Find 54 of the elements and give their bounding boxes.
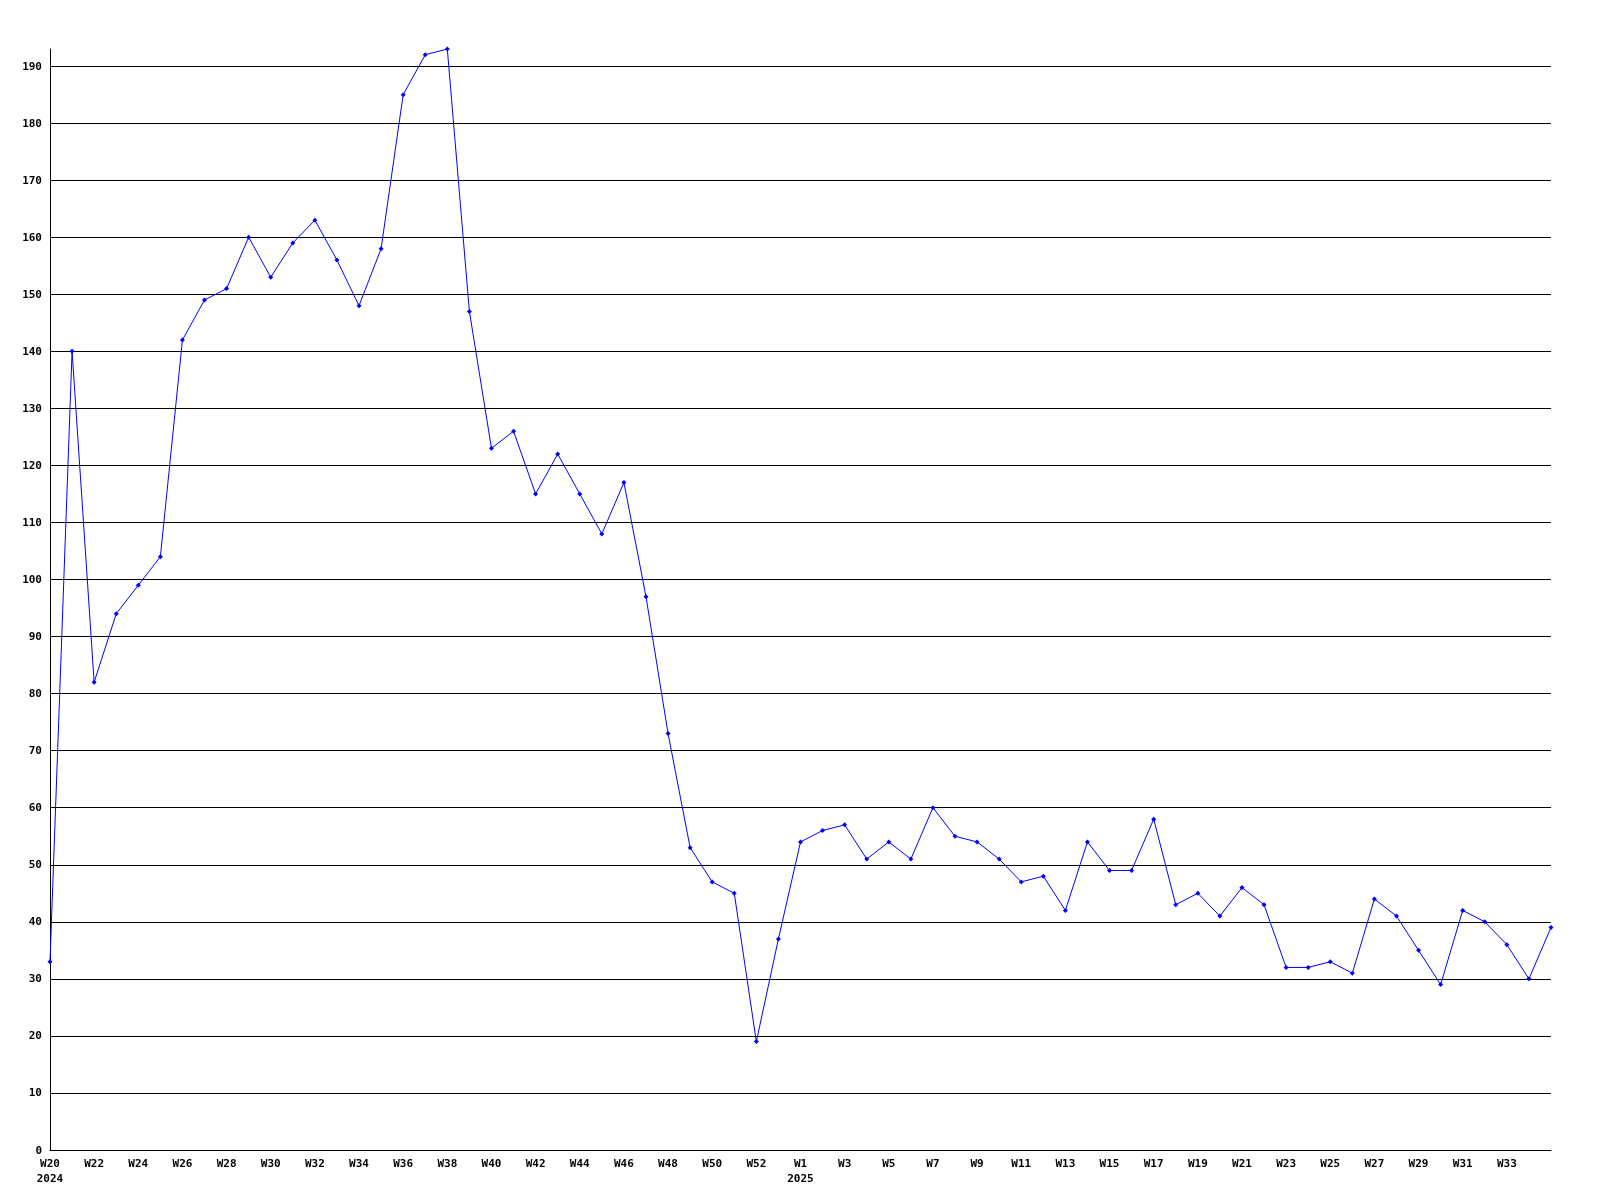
x-tick-label: W20 2024 xyxy=(36,1157,64,1185)
x-tick-label: W3 xyxy=(838,1157,852,1170)
y-tick-label: 100 xyxy=(22,573,42,587)
y-tick-label: 110 xyxy=(22,515,42,529)
y-tick-label: 10 xyxy=(28,1086,42,1100)
x-tick-label: W40 xyxy=(481,1157,502,1170)
x-tick-label: W17 xyxy=(1143,1157,1164,1170)
x-tick-label: W7 xyxy=(926,1157,940,1170)
x-tick-label: W19 xyxy=(1187,1157,1208,1170)
x-tick-label: W42 xyxy=(525,1157,546,1170)
x-tick-label: W26 xyxy=(172,1157,193,1170)
y-tick-label: 170 xyxy=(22,173,42,187)
x-tick-label: W1 2025 xyxy=(787,1157,814,1185)
x-tick-label: W9 xyxy=(970,1157,984,1170)
x-tick-label: W46 xyxy=(613,1157,635,1170)
x-tick-label: W21 xyxy=(1232,1157,1253,1170)
x-tick-label: W29 xyxy=(1408,1157,1429,1170)
x-tick-label: W33 xyxy=(1496,1157,1517,1170)
y-tick-label: 90 xyxy=(28,630,42,644)
y-tick-label: 50 xyxy=(28,858,42,872)
x-tick-label: W23 xyxy=(1276,1157,1297,1170)
y-tick-label: 30 xyxy=(28,972,42,986)
x-tick-label: W5 xyxy=(882,1157,896,1170)
y-tick-label: 40 xyxy=(28,915,42,929)
x-tick-label: W38 xyxy=(437,1157,458,1170)
x-tick-label: W50 xyxy=(702,1157,723,1170)
y-tick-label: 150 xyxy=(22,287,42,301)
y-tick-label: 180 xyxy=(22,116,42,130)
x-tick-label: W11 xyxy=(1011,1157,1032,1170)
x-tick-label: W34 xyxy=(349,1157,370,1170)
y-tick-label: 70 xyxy=(28,744,42,758)
y-tick-label: 190 xyxy=(22,59,42,73)
x-tick-label: W22 xyxy=(84,1157,105,1170)
y-tick-label: 120 xyxy=(22,458,42,472)
x-tick-label: W36 xyxy=(393,1157,414,1170)
x-tick-label: W15 xyxy=(1099,1157,1120,1170)
x-tick-label: W31 xyxy=(1452,1157,1474,1170)
y-tick-label: 80 xyxy=(28,687,42,701)
x-tick-label: W24 xyxy=(128,1157,149,1170)
y-tick-label: 0 xyxy=(35,1143,42,1157)
x-tick-label: W30 xyxy=(260,1157,281,1170)
x-tick-label: W52 xyxy=(746,1157,767,1170)
x-tick-label: W13 xyxy=(1055,1157,1076,1170)
x-tick-label: W28 xyxy=(216,1157,237,1170)
y-tick-label: 140 xyxy=(22,344,42,358)
y-tick-label: 130 xyxy=(22,401,42,415)
x-tick-label: W27 xyxy=(1364,1157,1385,1170)
y-tick-label: 60 xyxy=(28,801,42,815)
y-tick-label: 20 xyxy=(28,1029,42,1043)
x-tick-label: W32 xyxy=(304,1157,325,1170)
x-tick-label: W44 xyxy=(569,1157,591,1170)
x-tick-label: W48 xyxy=(658,1157,678,1170)
y-tick-label: 160 xyxy=(22,230,42,244)
x-tick-label: W25 xyxy=(1320,1157,1341,1170)
